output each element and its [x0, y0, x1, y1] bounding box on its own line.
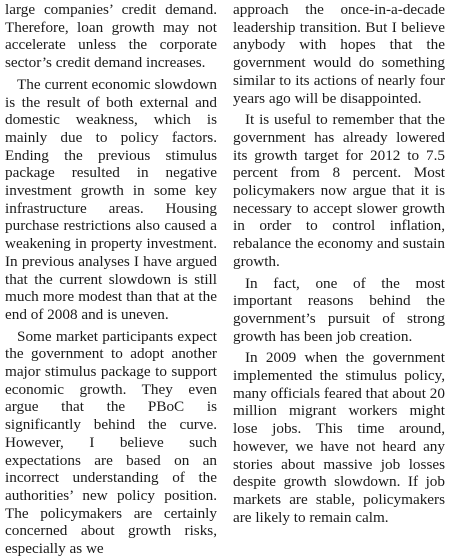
paragraph-economic-slowdown: The current economic slowdown is the res…: [5, 75, 217, 323]
left-column: large companies’ credit demand. Therefor…: [5, 1, 217, 557]
paragraph-stimulus-expectations: Some market participants expect the gove…: [5, 327, 217, 558]
paragraph-credit-demand: large companies’ credit demand. Therefor…: [5, 1, 217, 72]
right-column: approach the once-in-a-decade lead­ershi…: [233, 1, 445, 526]
paragraph-leadership-transition: approach the once-in-a-decade lead­ershi…: [233, 1, 445, 107]
paragraph-job-creation: In fact, one of the most important reaso…: [233, 274, 445, 345]
article-page: large companies’ credit demand. Therefor…: [5, 1, 445, 557]
paragraph-growth-target: It is useful to remember that the govern…: [233, 111, 445, 270]
paragraph-migrant-workers: In 2009 when the government implemented …: [233, 349, 445, 526]
